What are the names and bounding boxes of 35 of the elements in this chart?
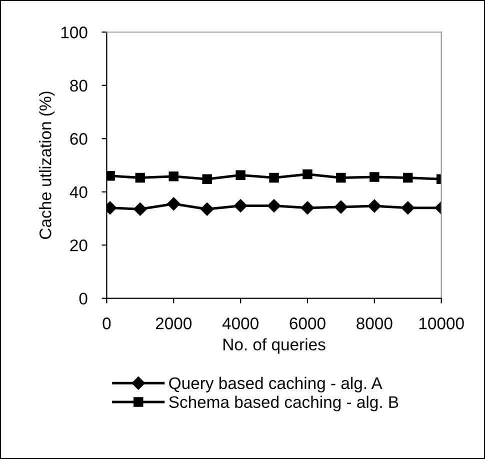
point [135, 172, 146, 183]
point [403, 172, 413, 183]
point [401, 201, 414, 214]
x-axis-title: No. of queries [224, 338, 326, 354]
point [234, 199, 248, 212]
x-tick-label: 0 [102, 318, 111, 330]
y-axis-title: Cache utlization (%) [39, 92, 55, 239]
point [106, 171, 115, 181]
point [168, 172, 178, 182]
legend-label: Schema based caching - alg. B [169, 396, 398, 412]
x-tick-label: 4000 [222, 318, 258, 330]
point [236, 170, 246, 180]
point [134, 202, 147, 216]
point [300, 201, 314, 214]
x-tick-label: 6000 [290, 318, 326, 330]
y-tick-label: 80 [70, 80, 88, 92]
point [269, 172, 279, 183]
y-tick-label: 60 [70, 133, 88, 145]
x-tick-label: 10000 [419, 318, 464, 330]
x-tick-label: 2000 [156, 318, 192, 330]
y-tick-label: 40 [70, 186, 88, 198]
y-tick-label: 0 [79, 292, 88, 305]
y-tick-label: 20 [70, 240, 88, 252]
point [336, 172, 346, 183]
point [370, 172, 380, 182]
x-tick-label: 8000 [356, 318, 392, 330]
point [200, 202, 214, 216]
point [167, 197, 180, 210]
point [267, 199, 281, 212]
legend-label: Query based caching - alg. A [169, 376, 382, 392]
point [202, 174, 212, 184]
point [368, 199, 382, 213]
point [302, 169, 312, 180]
point [334, 200, 348, 214]
y-tick-label: 100 [61, 26, 88, 38]
